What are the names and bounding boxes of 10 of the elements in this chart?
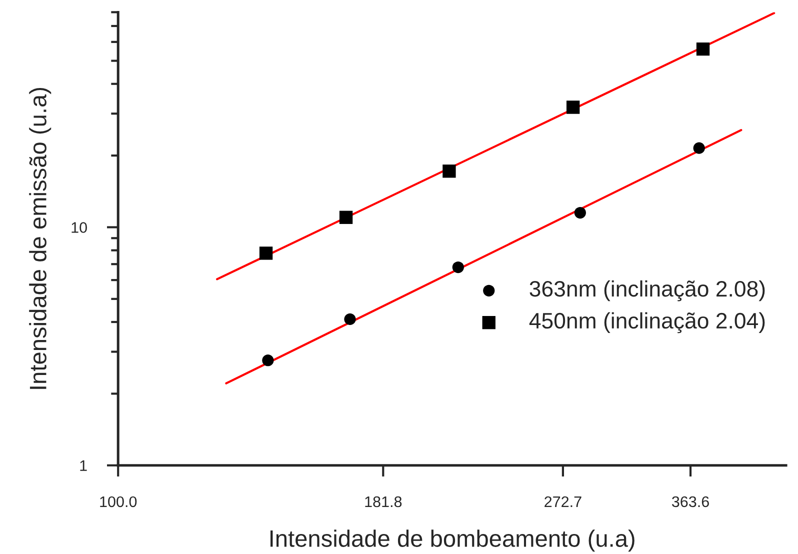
legend-label: 450nm (inclinação 2.04)	[529, 312, 765, 334]
legend-label: 363nm (inclinação 2.08)	[530, 280, 765, 302]
y-tick-label: 10	[72, 222, 87, 233]
y-tick-label: 1	[80, 460, 87, 471]
x-tick-label: 363.6	[672, 496, 709, 508]
x-axis-title: Intensidade de bombeamento (u.a)	[270, 530, 634, 552]
x-tick-label: 100.0	[100, 496, 137, 508]
x-tick-label: 272.7	[544, 496, 582, 507]
x-tick-label: 181.8	[365, 496, 402, 508]
y-axis-title: Intensidade de emissão (u.a)	[29, 88, 52, 389]
